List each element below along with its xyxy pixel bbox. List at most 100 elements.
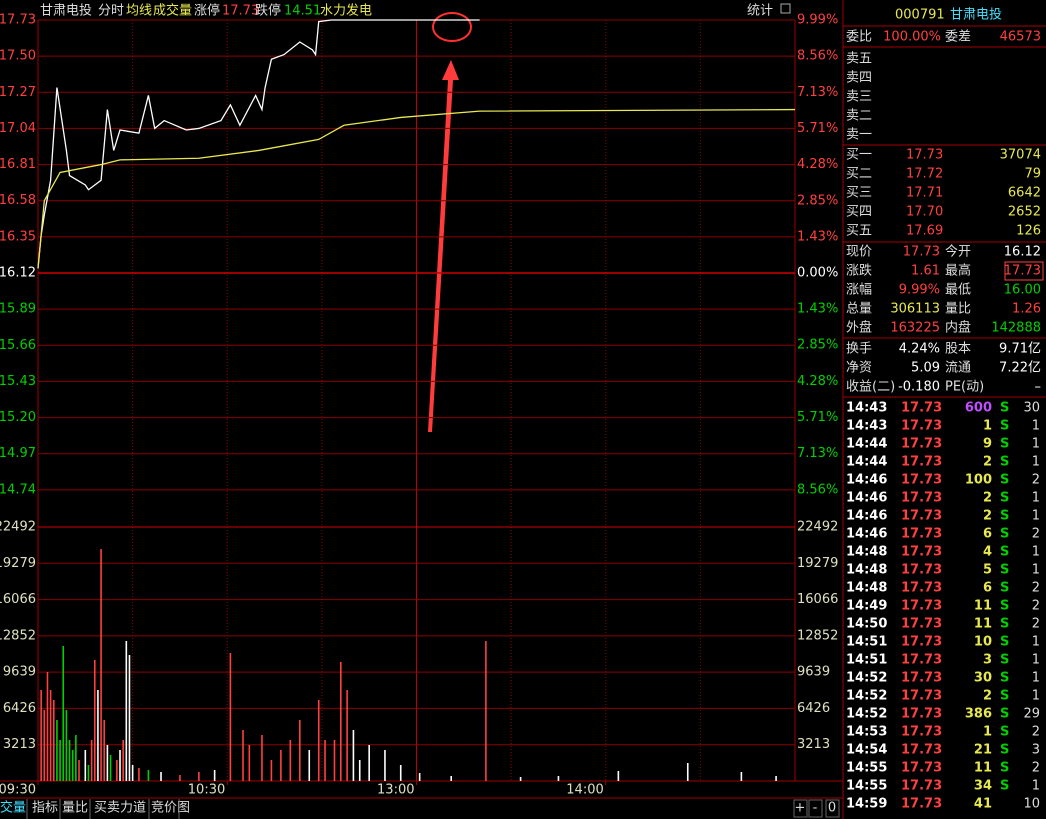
trade-count: 1	[1032, 455, 1040, 470]
volume-bar	[119, 750, 121, 781]
tab[interactable]: 指标	[32, 801, 58, 816]
series-tab[interactable]: 成交量	[153, 3, 192, 19]
volume-bar	[617, 770, 620, 781]
volume-bar	[43, 710, 46, 781]
price-tick-label: 15.66	[0, 338, 36, 353]
volume-bar	[65, 710, 68, 781]
trade-count: 29	[1023, 707, 1040, 722]
trade-price: 17.73	[901, 527, 942, 542]
volume-tick-label: 9639	[797, 665, 830, 680]
trade-price: 17.73	[901, 437, 942, 452]
trade-time: 14:55	[846, 761, 887, 776]
trade-count: 2	[1032, 581, 1040, 596]
price-tick-label: 15.20	[0, 410, 36, 425]
trade-volume: 5	[983, 563, 992, 578]
button[interactable]: +	[795, 801, 806, 816]
trade-time: 14:43	[846, 419, 887, 434]
volume-bar	[384, 750, 386, 781]
volume-bar	[519, 777, 522, 781]
time-label: 10:30	[188, 783, 225, 798]
tab[interactable]: 买卖力道	[94, 801, 146, 816]
limit-up: 17.73	[222, 4, 259, 19]
button-box[interactable]	[793, 799, 808, 818]
trade-time: 14:44	[846, 455, 887, 470]
volume-bar	[109, 755, 112, 781]
volume-bar	[125, 641, 128, 781]
trade-side: S	[1000, 635, 1009, 650]
trade-time: 14:46	[846, 491, 887, 506]
volume-bar	[128, 655, 131, 781]
trade-side: S	[1000, 707, 1009, 722]
trade-count: 1	[1032, 437, 1040, 452]
trade-volume: 2	[983, 491, 992, 506]
trade-price: 17.73	[901, 797, 942, 812]
volume-bar	[93, 660, 96, 781]
stats-box[interactable]	[780, 3, 791, 14]
bid-volume: 6642	[1008, 186, 1041, 201]
trade-side: S	[1000, 689, 1009, 704]
volume-bar	[229, 653, 232, 781]
volume-bar	[340, 662, 342, 781]
tab[interactable]: 交量	[0, 800, 26, 816]
volume-bar	[75, 735, 77, 781]
trade-volume: 21	[974, 743, 992, 758]
tab[interactable]: 竞价图	[151, 800, 190, 816]
volume-bar	[100, 548, 102, 781]
trade-price: 17.73	[901, 653, 942, 668]
volume-bar	[248, 744, 251, 781]
trade-count: 3	[1032, 743, 1040, 758]
stat-value: 306113	[890, 302, 940, 317]
stats-button[interactable]: 统计	[747, 4, 773, 19]
volume-bar	[62, 646, 65, 781]
volume-bar	[116, 759, 118, 781]
volume-bar	[71, 750, 74, 781]
trade-side: S	[1000, 455, 1009, 470]
stat-value: 5.09	[911, 361, 940, 376]
tab[interactable]: 量比	[62, 801, 88, 816]
pct-tick-label: 4.28%	[797, 157, 838, 172]
trade-count: 30	[1023, 401, 1040, 416]
price-tick-label: 16.58	[0, 193, 36, 208]
button[interactable]: 0	[828, 801, 836, 816]
volume-bar	[179, 775, 181, 781]
pct-tick-label: 0.00%	[797, 266, 838, 281]
trade-side: S	[1000, 527, 1009, 542]
trade-price: 17.73	[901, 563, 942, 578]
volume-bar	[352, 730, 355, 781]
trade-side: S	[1000, 725, 1009, 740]
series-tab[interactable]: 均线	[126, 4, 152, 19]
trade-side: S	[1000, 563, 1009, 578]
trade-side: S	[1000, 779, 1009, 794]
high-box	[1004, 261, 1044, 281]
button-box[interactable]	[808, 799, 823, 818]
volume-bar	[122, 740, 124, 781]
trade-count: 1	[1032, 779, 1040, 794]
button-box[interactable]	[825, 799, 840, 818]
bid-volume: 37074	[1000, 148, 1041, 163]
volume-bar	[40, 690, 42, 781]
time-label: 13:00	[377, 783, 414, 798]
stat-label: 最低	[945, 283, 971, 298]
volume-bar	[138, 768, 140, 781]
volume-tick-label: 3213	[3, 737, 36, 752]
trade-time: 14:51	[846, 653, 887, 668]
trade-count: 1	[1032, 545, 1040, 560]
volume-bar	[686, 762, 689, 781]
trade-price: 17.73	[901, 419, 942, 434]
button[interactable]: -	[813, 801, 818, 816]
volume-tick-label: 19279	[797, 556, 838, 571]
series-tab[interactable]: 分时	[98, 4, 124, 19]
trade-price: 17.73	[901, 401, 942, 416]
trade-count: 1	[1032, 635, 1040, 650]
trade-time: 14:49	[846, 599, 887, 614]
bid-label: 买三	[846, 186, 872, 201]
stat-label: 总量	[846, 302, 872, 317]
trade-time: 14:59	[846, 797, 887, 812]
trade-volume: 100	[965, 473, 992, 488]
industry: 水力发电	[320, 3, 372, 19]
trade-time: 14:48	[846, 581, 887, 596]
price-tick-label: 17.27	[0, 85, 36, 100]
volume-bar	[242, 730, 244, 781]
trade-side: S	[1000, 473, 1009, 488]
stat-value: 1.26	[1012, 302, 1041, 317]
